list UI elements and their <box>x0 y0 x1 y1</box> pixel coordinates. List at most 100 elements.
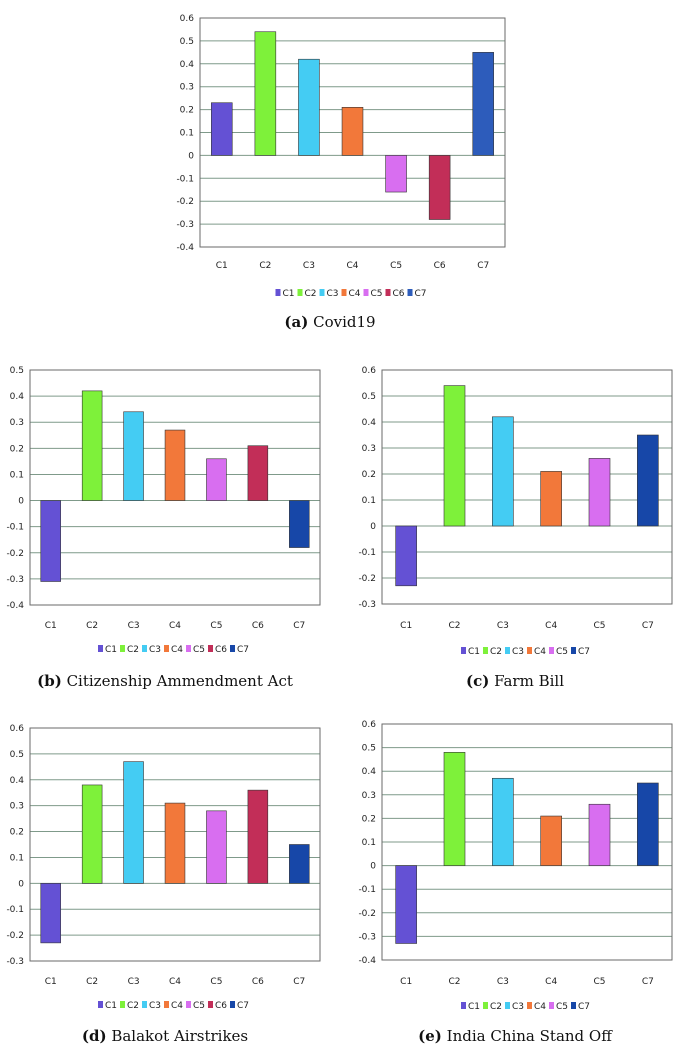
y-tick-label: -0.2 <box>358 574 376 584</box>
legend-label: C7 <box>237 645 249 655</box>
y-tick-label: -0.1 <box>6 905 24 915</box>
bar-c3 <box>123 761 144 884</box>
bar-c5 <box>206 810 227 884</box>
legend-label: C2 <box>127 645 139 655</box>
y-tick-label: 0.3 <box>10 418 24 428</box>
y-tick-label: 0.1 <box>362 496 376 506</box>
legend-swatch-c1 <box>98 1001 103 1008</box>
plot-frame <box>381 369 673 605</box>
legend-swatch-c3 <box>505 647 510 654</box>
y-tick-label: 0.3 <box>362 791 376 801</box>
x-tick-label: C2 <box>448 621 460 631</box>
bar-c1 <box>395 865 417 944</box>
x-tick-label: C7 <box>293 977 305 987</box>
legend-swatch-c2 <box>120 1001 125 1008</box>
legend-swatch-c6 <box>385 289 391 296</box>
y-tick-label: 0.5 <box>362 392 376 402</box>
bar-c1 <box>40 883 61 944</box>
legend-swatch-c3 <box>319 289 325 296</box>
bar-c3 <box>492 777 514 866</box>
legend-label: C4 <box>171 645 183 655</box>
legend-label: C2 <box>127 1001 139 1011</box>
legend-label: C3 <box>512 1002 524 1012</box>
y-tick-label: 0.4 <box>180 60 195 70</box>
y-tick-label: 0.5 <box>10 366 24 376</box>
legend-label: C1 <box>283 289 295 299</box>
y-tick-label: -0.1 <box>6 523 24 533</box>
chart-covid19: 0.6 0.5 0.4 0.3 0.2 0.1 0 -0.1 -0.2 -0.3 -0.4 C1 C2 C… <box>150 8 510 308</box>
legend-label: C5 <box>371 289 383 299</box>
y-tick-label: 0.2 <box>362 814 376 824</box>
caption-e: (e) India China Stand Off <box>350 1027 680 1045</box>
legend-label: C7 <box>237 1001 249 1011</box>
y-tick-label: 0 <box>18 879 24 889</box>
y-tick-label: 0 <box>370 522 376 532</box>
x-tick-label: C6 <box>252 621 264 631</box>
chart-farm-bill: 0.6 0.5 0.4 0.3 0.2 0.1 0 -0.1 -0.2 -0.3 C1 C2 C3 C4 C… <box>350 360 680 665</box>
x-tick-label: C5 <box>593 977 605 987</box>
x-tick-label: C6 <box>434 261 446 271</box>
bar-c5 <box>385 155 407 193</box>
bar-c6 <box>247 445 269 501</box>
x-tick-label: C7 <box>477 261 489 271</box>
x-tick-label: C5 <box>593 621 605 631</box>
legend-swatch-c5 <box>186 645 191 652</box>
chart-c-svg: 0.6 0.5 0.4 0.3 0.2 0.1 0 -0.1 -0.2 -0.3 C1 C2 C3 C4 C… <box>358 366 673 657</box>
bar-c5 <box>588 803 611 866</box>
caption-b: (b) Citizenship Ammendment Act <box>0 672 330 690</box>
y-tick-label: 0.4 <box>362 418 377 428</box>
y-tick-label: 0.2 <box>180 106 194 116</box>
x-tick-label: C3 <box>128 977 140 987</box>
x-tick-label: C2 <box>448 977 460 987</box>
y-tick-label: 0 <box>370 862 376 872</box>
bar-c3 <box>123 411 144 501</box>
bar-c3 <box>298 58 320 156</box>
legend-swatch-c2 <box>483 647 488 654</box>
legend-label: C1 <box>468 647 480 657</box>
legend-swatch-c6 <box>208 1001 213 1008</box>
bar-c6 <box>247 789 269 884</box>
y-tick-label: -0.1 <box>358 548 376 558</box>
bar-c7 <box>289 844 310 884</box>
bar-c4 <box>341 107 364 156</box>
legend-label: C3 <box>149 645 161 655</box>
legend-label: C7 <box>578 647 590 657</box>
legend-label: C4 <box>534 1002 546 1012</box>
legend-swatch-c5 <box>549 647 554 654</box>
y-tick-label: 0.5 <box>10 750 24 760</box>
y-tick-label: 0.5 <box>180 37 194 47</box>
legend-swatch-c2 <box>483 1002 488 1009</box>
y-tick-label: 0.3 <box>180 83 194 93</box>
caption-b-tag: (b) <box>37 672 62 690</box>
x-tick-label: C4 <box>545 977 557 987</box>
caption-b-text: Citizenship Ammendment Act <box>66 672 293 690</box>
y-tick-label: 0.4 <box>10 392 25 402</box>
legend-swatch-c4 <box>527 1002 532 1009</box>
caption-d-tag: (d) <box>81 1027 107 1045</box>
x-tick-label: C5 <box>210 621 222 631</box>
bar-c4 <box>540 815 562 866</box>
legend-swatch-c3 <box>505 1002 510 1009</box>
bar-c4 <box>164 429 186 501</box>
legend-label: C3 <box>512 647 524 657</box>
caption-e-text: India China Stand Off <box>446 1027 612 1045</box>
y-tick-label: 0.6 <box>10 724 25 734</box>
y-tick-label: 0.4 <box>10 776 25 786</box>
x-tick-label: C1 <box>400 977 412 987</box>
y-tick-label: 0.6 <box>362 366 377 376</box>
plot-frame <box>29 727 321 962</box>
legend-swatch-c1 <box>461 1002 466 1009</box>
x-tick-label: C4 <box>545 621 557 631</box>
x-tick-label: C1 <box>45 977 57 987</box>
legend-swatch-c5 <box>549 1002 554 1009</box>
y-tick-label: -0.3 <box>6 957 24 967</box>
legend-swatch-c7 <box>230 645 235 652</box>
legend-label: C5 <box>193 645 205 655</box>
bar-c4 <box>164 802 186 884</box>
x-tick-label: C3 <box>303 261 315 271</box>
legend-swatch-c7 <box>571 1002 576 1009</box>
bar-c5 <box>206 458 227 501</box>
legend-label: C2 <box>490 1002 502 1012</box>
bar-c2 <box>443 385 466 527</box>
x-tick-label: C1 <box>400 621 412 631</box>
